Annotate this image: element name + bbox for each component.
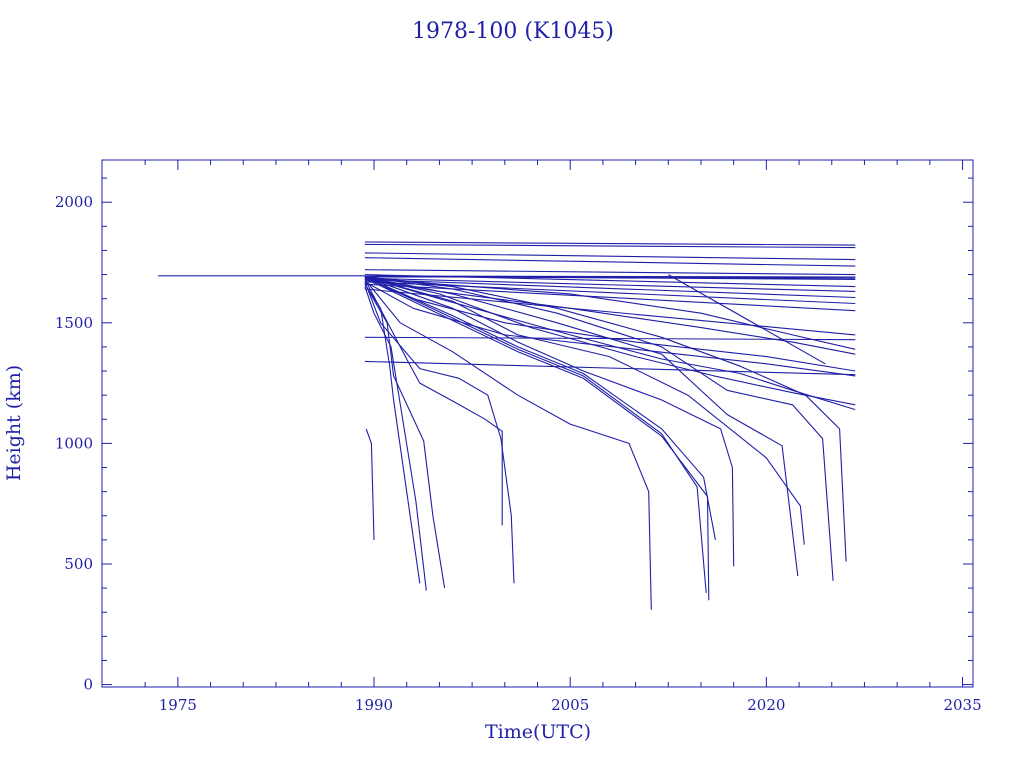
y-tick-label: 1000	[55, 434, 93, 452]
series-line-29	[364, 276, 707, 593]
series-line-34	[364, 276, 799, 577]
chart-title: 1978-100 (K1045)	[412, 19, 614, 44]
series-line-31	[364, 277, 710, 601]
series-line-10	[364, 269, 856, 276]
series-line-37	[364, 283, 421, 584]
series-line-21	[364, 281, 856, 377]
series-line-19	[364, 276, 856, 350]
series-line-13	[364, 278, 856, 299]
series-line-9	[364, 257, 856, 267]
y-tick-label: 1500	[55, 314, 93, 332]
y-tick-label: 2000	[55, 193, 93, 211]
series-line-30	[364, 276, 716, 541]
x-tick-label: 1975	[159, 696, 197, 714]
series-line-20	[364, 278, 856, 355]
y-tick-label: 0	[83, 676, 93, 694]
series-line-27	[364, 279, 503, 526]
series-line-38	[364, 283, 446, 589]
series-line-12	[364, 277, 856, 292]
series-line-18	[364, 360, 856, 376]
x-axis-label: Time(UTC)	[485, 721, 591, 743]
series-line-35	[364, 276, 834, 581]
y-axis-label: Height (km)	[3, 365, 25, 481]
x-tick-label: 1990	[355, 696, 393, 714]
series-line-32	[364, 276, 735, 567]
axis-ticks: 1975 1990 2005 2020 2035 0 500 1000 1500 2000	[55, 160, 982, 714]
series-line-6	[364, 241, 856, 246]
series-line-28	[364, 279, 652, 610]
plot-frame	[101, 159, 974, 688]
series-line-7	[364, 243, 856, 249]
series-line-39	[364, 286, 427, 591]
x-tick-label: 2005	[551, 696, 589, 714]
series-line-24	[364, 276, 856, 406]
series-line-33	[364, 276, 805, 545]
series-line-26	[364, 281, 515, 584]
y-tick-label: 500	[64, 555, 93, 573]
series-line-8	[364, 252, 856, 261]
series-line-11	[364, 274, 856, 288]
x-tick-label: 2020	[747, 696, 785, 714]
series-line-25	[668, 274, 826, 365]
series-line-36	[364, 276, 847, 562]
series-line-40	[365, 428, 375, 540]
series-group	[158, 241, 856, 610]
x-tick-label: 2035	[943, 696, 981, 714]
series-line-23	[364, 276, 856, 411]
